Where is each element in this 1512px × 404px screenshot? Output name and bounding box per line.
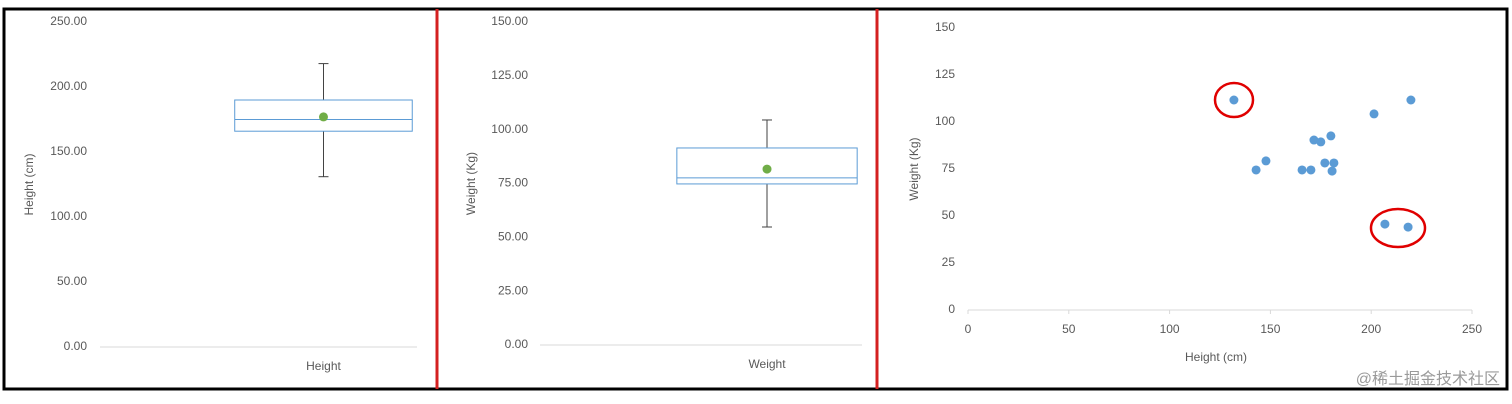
- scatter-point: [1261, 156, 1271, 166]
- x-tick-label: 250: [1462, 322, 1482, 336]
- scatter-point: [1306, 165, 1316, 175]
- scatter-point: [1297, 165, 1307, 175]
- scatter-point: [1309, 135, 1319, 145]
- y-tick-label: 25: [942, 255, 956, 269]
- x-tick-label: 100: [1160, 322, 1180, 336]
- mean-marker: [762, 164, 772, 174]
- x-axis-title: Height (cm): [1185, 350, 1247, 364]
- scatter-point: [1327, 166, 1337, 176]
- x-tick-label: Weight: [748, 357, 786, 371]
- y-tick-label: 100.00: [50, 209, 87, 223]
- y-tick-label: 100.00: [491, 122, 528, 136]
- y-tick-label: 125.00: [491, 68, 528, 82]
- y-tick-label: 0: [948, 302, 955, 316]
- y-tick-label: 125: [935, 67, 955, 81]
- scatter-point: [1329, 158, 1339, 168]
- y-tick-label: 0.00: [64, 339, 88, 353]
- scatter-point: [1403, 222, 1413, 232]
- y-tick-label: 25.00: [498, 283, 528, 297]
- scatter-point: [1316, 137, 1326, 147]
- y-tick-label: 250.00: [50, 14, 87, 28]
- y-tick-label: 200.00: [50, 79, 87, 93]
- y-tick-label: 150.00: [491, 14, 528, 28]
- y-tick-label: 0.00: [505, 337, 529, 351]
- y-axis-title: Height (cm): [22, 153, 36, 215]
- scatter-point: [1229, 95, 1239, 105]
- y-tick-label: 50.00: [498, 230, 528, 244]
- y-tick-label: 75.00: [498, 176, 528, 190]
- highlight-circle: [1213, 81, 1255, 119]
- scatter-point: [1326, 131, 1336, 141]
- x-tick-label: 200: [1361, 322, 1381, 336]
- x-tick-label: 50: [1062, 322, 1076, 336]
- y-axis-title: Weight (Kg): [464, 152, 478, 215]
- y-tick-label: 75: [942, 161, 956, 175]
- x-tick-label: 150: [1260, 322, 1280, 336]
- scatter-point: [1320, 158, 1330, 168]
- highlight-circle: [1369, 207, 1427, 249]
- frame: [2, 7, 1509, 391]
- y-tick-label: 100: [935, 114, 955, 128]
- x-tick-label: Height: [306, 359, 341, 373]
- y-tick-label: 150.00: [50, 144, 87, 158]
- watermark: @稀土掘金技术社区: [1356, 370, 1500, 388]
- y-tick-label: 50: [942, 208, 956, 222]
- scatter-point: [1369, 109, 1379, 119]
- mean-marker: [318, 112, 328, 122]
- scatter-point: [1251, 165, 1261, 175]
- x-tick-label: 0: [965, 322, 972, 336]
- y-axis-title: Weight (Kg): [907, 137, 921, 200]
- y-tick-label: 150: [935, 20, 955, 34]
- scatter-point: [1380, 219, 1390, 229]
- y-tick-label: 50.00: [57, 274, 87, 288]
- scatter-point: [1406, 95, 1416, 105]
